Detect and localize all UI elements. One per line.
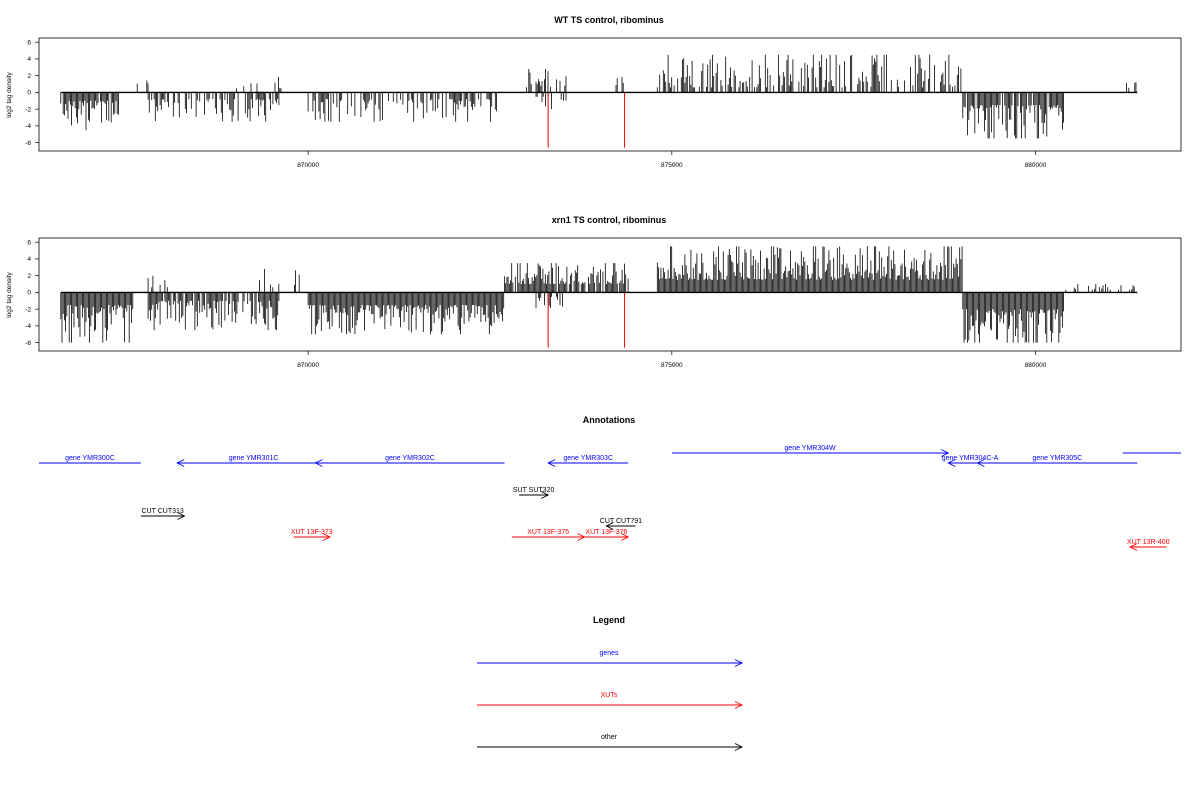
x-tick-label: 870000: [297, 362, 319, 369]
feature-arrowhead: [547, 459, 556, 467]
feature-arrowhead: [176, 459, 185, 467]
feature-label: gene YMR300C: [65, 455, 115, 462]
feature-arrowhead: [976, 459, 985, 467]
y-tick-label: 0: [27, 90, 31, 97]
feature-label: CUT CUT791: [600, 518, 642, 525]
feature-label: XUT 13F-375: [527, 529, 569, 536]
feature-arrowhead: [941, 449, 950, 457]
feature-label: XUT 13F-376: [585, 529, 627, 536]
feature-label: gene YMR304C-A: [942, 455, 999, 462]
wt-coverage-panel: WT TS control, ribominus log2 tag densit…: [6, 15, 1182, 169]
x-tick-label: 880000: [1025, 362, 1047, 369]
feature-label: gene YMR305C: [1033, 455, 1083, 462]
feature-arrowhead: [314, 459, 323, 467]
legend-label: other: [601, 734, 618, 741]
xrn1-bars-group: [60, 246, 1138, 348]
feature-arrowhead: [1129, 543, 1138, 551]
feature-label: SUT SUT320: [513, 487, 555, 494]
legend: Legend genes XUTs other: [477, 615, 744, 751]
feature-label: gene YMR304W: [784, 445, 836, 452]
wt-plot-frame: [38, 37, 1182, 152]
y-tick-label: 2: [27, 273, 31, 280]
xrn1-axes-group: -6 -4 -2 0 2 4 6 870000 875000 880000: [25, 239, 1047, 369]
y-tick-label: -4: [25, 123, 31, 130]
y-tick-label: 0: [27, 290, 31, 297]
feature-label: CUT CUT313: [142, 508, 184, 515]
feature-arrowhead: [177, 512, 186, 520]
y-tick-label: 4: [27, 56, 31, 63]
wt-y-axis-label: log2 tag density: [6, 71, 13, 117]
x-tick-label: 870000: [297, 162, 319, 169]
y-tick-label: -2: [25, 306, 31, 313]
legend-arrowhead: [734, 659, 744, 667]
feature-label: XUT 13F-373: [291, 529, 333, 536]
legend-arrowhead: [734, 743, 744, 751]
wt-panel-title: WT TS control, ribominus: [554, 15, 664, 25]
annotations-title: Annotations: [583, 415, 636, 425]
annotation-features: gene YMR300C gene YMR301C gene YMR302C gene…: [39, 445, 1181, 551]
legend-label: genes: [599, 650, 619, 657]
feature-arrowhead: [947, 459, 956, 467]
feature-arrowhead: [605, 522, 614, 530]
feature-label: gene YMR303C: [563, 455, 613, 462]
feature-arrowhead: [540, 491, 550, 499]
y-tick-label: 2: [27, 73, 31, 80]
xrn1-panel-title: xrn1 TS control, ribominus: [552, 215, 667, 225]
feature-label: XUT 13R-400: [1127, 539, 1170, 546]
legend-items: genes XUTs other: [477, 650, 744, 751]
x-tick-label: 880000: [1025, 162, 1047, 169]
wt-axes-group: -6 -4 -2 0 2 4 6 870000 875000 880000: [25, 39, 1047, 169]
y-tick-label: -4: [25, 323, 31, 330]
wt-bars-group: [60, 54, 1138, 148]
y-tick-label: -6: [25, 340, 31, 347]
xrn1-plot-frame: [38, 237, 1182, 352]
y-tick-label: -6: [25, 140, 31, 147]
feature-label: gene YMR301C: [229, 455, 279, 462]
y-tick-label: -2: [25, 106, 31, 113]
xrn1-coverage-panel: xrn1 TS control, ribominus log2 tag dens…: [6, 215, 1182, 369]
legend-title: Legend: [593, 615, 625, 625]
legend-arrowhead: [734, 701, 744, 709]
annotations-track: Annotations gene YMR300C gene YMR301C gene…: [39, 415, 1181, 551]
xrn1-y-axis-label: log2 tag density: [6, 271, 13, 317]
x-tick-label: 875000: [661, 162, 683, 169]
feature-arrowhead: [322, 533, 331, 541]
y-tick-label: 4: [27, 256, 31, 263]
legend-label: XUTs: [601, 692, 618, 699]
feature-arrowhead: [620, 533, 630, 541]
x-tick-label: 875000: [661, 362, 683, 369]
feature-label: gene YMR302C: [385, 455, 435, 462]
y-tick-label: 6: [27, 39, 31, 46]
y-tick-label: 6: [27, 239, 31, 246]
